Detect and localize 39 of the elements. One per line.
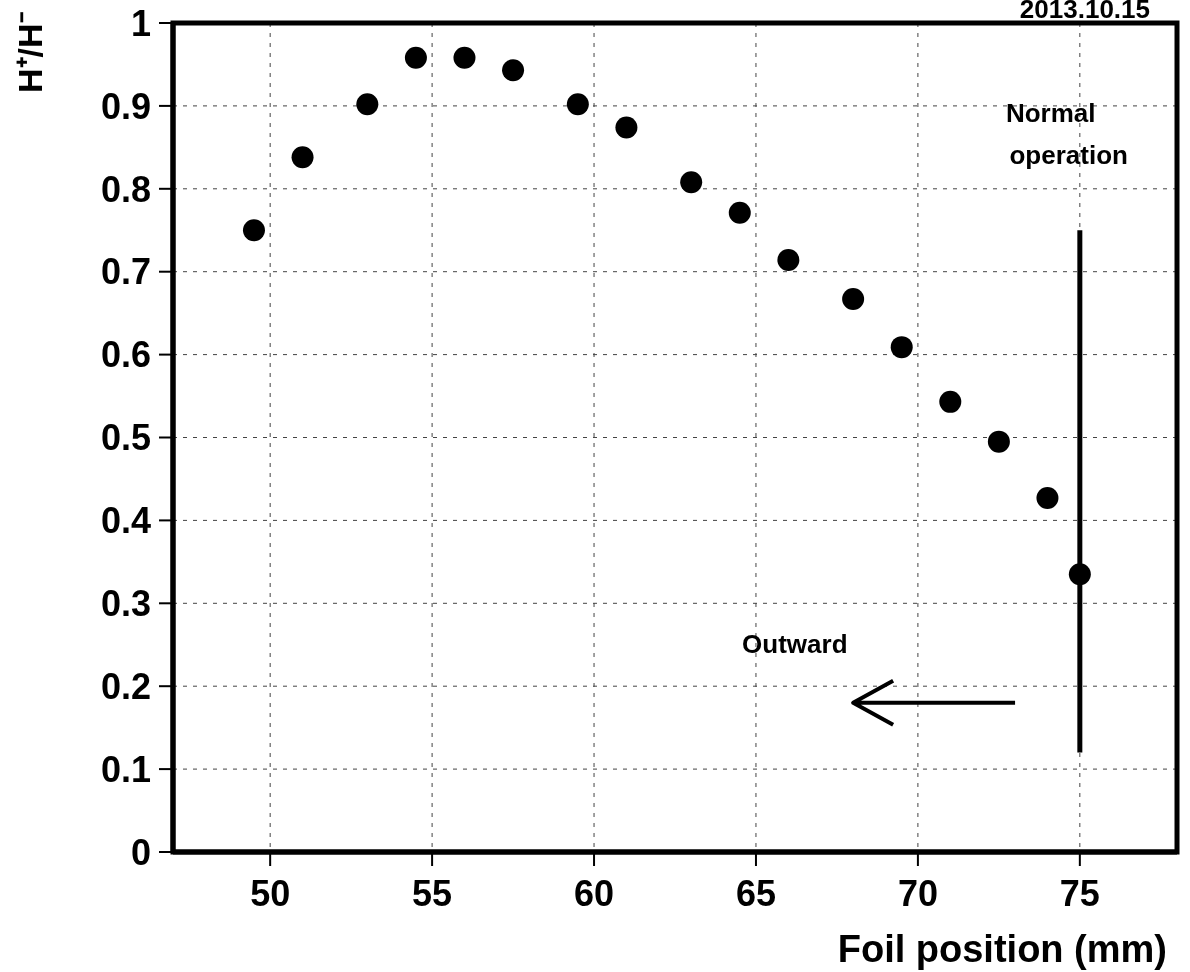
x-tick-label: 55 (412, 872, 453, 914)
point (777, 249, 800, 272)
point (939, 390, 962, 413)
x-tick-label: 65 (735, 872, 776, 914)
chart-title: 2013.10.15 (1019, 0, 1150, 25)
y-tick-label: 0.5 (100, 417, 151, 459)
point (1068, 563, 1091, 586)
y-tick-label: 0.8 (100, 168, 151, 210)
annotation: Outward (742, 629, 848, 660)
y-tick-label: 0.6 (100, 334, 151, 376)
point (1036, 487, 1059, 510)
y-axis-title: H⁺/H⁻ (11, 12, 50, 93)
y-tick-label: 0.2 (100, 665, 151, 707)
point (728, 201, 751, 224)
point (453, 46, 476, 69)
point (842, 288, 865, 311)
y-tick-label: 0.7 (100, 251, 151, 293)
x-tick-label: 60 (574, 872, 615, 914)
y-tick-label: 0.3 (100, 583, 151, 625)
point (890, 336, 913, 359)
y-tick-label: 0.4 (100, 500, 151, 542)
point (404, 46, 427, 69)
y-tick-label: 0.9 (100, 85, 151, 127)
annotation: Normal operation (1005, 98, 1128, 170)
x-tick-label: 70 (897, 872, 938, 914)
point (987, 430, 1010, 453)
point (566, 93, 589, 116)
y-tick-label: 0.1 (100, 748, 151, 790)
y-tick-label: 0 (130, 831, 151, 873)
point (615, 116, 638, 139)
point (356, 93, 379, 116)
point (242, 219, 265, 242)
point (680, 171, 703, 194)
x-tick-label: 75 (1059, 872, 1100, 914)
point (291, 146, 314, 169)
y-tick-label: 1 (130, 2, 151, 44)
x-tick-label: 50 (250, 872, 291, 914)
point (502, 59, 525, 82)
x-axis-title: Foil position (mm) (837, 928, 1167, 970)
